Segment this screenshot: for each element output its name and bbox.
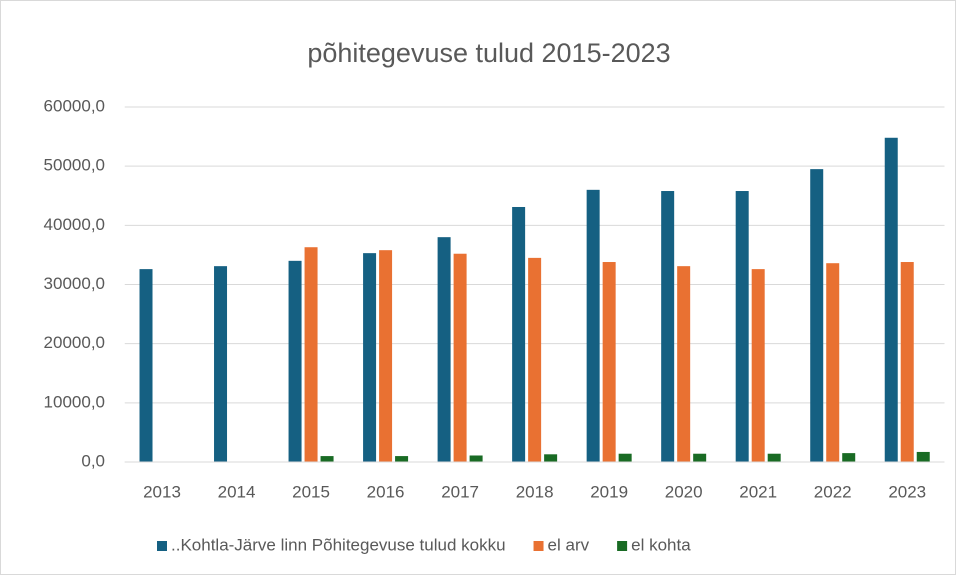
legend-label: ..Kohtla-Järve linn Põhitegevuse tulud k… bbox=[171, 535, 506, 554]
bar bbox=[767, 453, 781, 462]
chart-title: põhitegevuse tulud 2015-2023 bbox=[307, 38, 670, 68]
y-tick-label: 60000,0 bbox=[44, 96, 105, 115]
bar bbox=[528, 257, 542, 462]
bar bbox=[395, 456, 409, 462]
legend-swatch bbox=[157, 541, 167, 551]
bar bbox=[586, 189, 600, 463]
bar bbox=[544, 454, 558, 462]
legend-swatch bbox=[617, 541, 628, 551]
x-tick-label: 2023 bbox=[888, 482, 926, 501]
bar bbox=[214, 266, 228, 462]
bar bbox=[512, 206, 526, 462]
y-tick-label: 10000,0 bbox=[44, 392, 105, 411]
bar bbox=[884, 137, 898, 462]
bar bbox=[320, 456, 334, 462]
bar bbox=[379, 250, 393, 462]
x-tick-label: 2017 bbox=[441, 482, 479, 501]
legend-label: el kohta bbox=[631, 535, 691, 554]
y-tick-label: 0,0 bbox=[81, 451, 105, 470]
y-tick-label: 30000,0 bbox=[44, 274, 105, 293]
bar bbox=[363, 253, 377, 462]
bar bbox=[453, 253, 467, 462]
bar bbox=[826, 263, 840, 462]
y-tick-label: 40000,0 bbox=[44, 215, 105, 234]
x-tick-label: 2018 bbox=[516, 482, 554, 501]
legend-label: el arv bbox=[548, 535, 590, 554]
bar bbox=[677, 266, 691, 462]
x-tick-label: 2016 bbox=[367, 482, 405, 501]
bar bbox=[602, 262, 616, 462]
bar bbox=[288, 260, 302, 462]
x-tick-label: 2022 bbox=[814, 482, 852, 501]
bar bbox=[735, 191, 749, 462]
legend-swatch bbox=[533, 541, 544, 551]
y-tick-label: 20000,0 bbox=[44, 333, 105, 352]
bar bbox=[693, 453, 707, 462]
y-tick-label: 50000,0 bbox=[44, 156, 105, 175]
bar bbox=[469, 455, 483, 462]
bar bbox=[842, 453, 856, 462]
bar bbox=[916, 451, 930, 462]
x-tick-label: 2019 bbox=[590, 482, 628, 501]
bar bbox=[304, 247, 318, 462]
x-tick-label: 2015 bbox=[292, 482, 330, 501]
bar bbox=[751, 269, 765, 462]
bar bbox=[900, 262, 914, 462]
bar bbox=[437, 237, 451, 462]
bar bbox=[810, 169, 824, 462]
bar bbox=[661, 191, 675, 462]
x-tick-label: 2013 bbox=[143, 482, 181, 501]
bar bbox=[139, 269, 153, 462]
bar bbox=[618, 453, 632, 462]
x-tick-label: 2014 bbox=[218, 482, 256, 501]
x-tick-label: 2021 bbox=[739, 482, 777, 501]
x-tick-label: 2020 bbox=[665, 482, 703, 501]
